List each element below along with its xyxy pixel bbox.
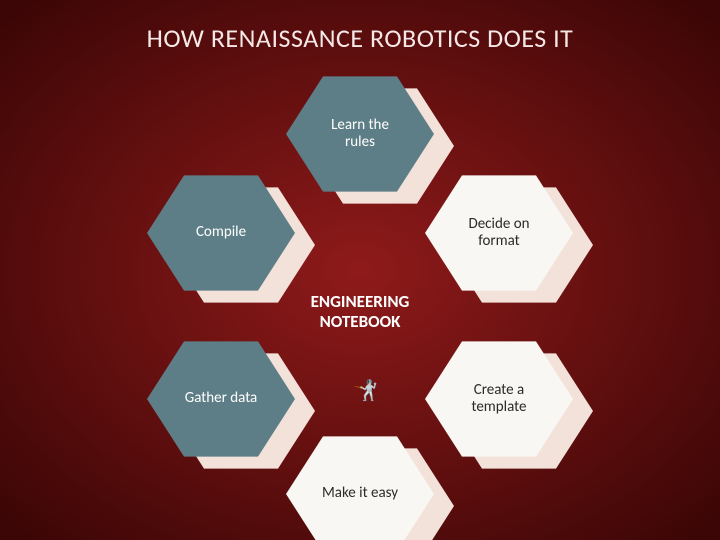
hex-label-easy: Make it easy	[308, 485, 412, 502]
hex-label-template: Create a template	[457, 382, 540, 417]
center-label-line2: NOTEBOOK	[270, 312, 450, 332]
hex-label-learn: Learn the rules	[317, 117, 403, 152]
hex-label-decide: Decide on format	[454, 216, 543, 251]
knight-icon: 🤺	[353, 378, 378, 403]
hex-label-compile: Compile	[182, 224, 260, 241]
page-title: HOW RENAISSANCE ROBOTICS DOES IT	[0, 22, 720, 54]
center-label: ENGINEERING NOTEBOOK	[270, 292, 450, 331]
hex-easy: Make it easy	[286, 430, 434, 540]
center-label-line1: ENGINEERING	[270, 292, 450, 312]
slide-stage: HOW RENAISSANCE ROBOTICS DOES IT Learn t…	[0, 0, 720, 540]
hex-label-gather: Gather data	[171, 390, 271, 407]
